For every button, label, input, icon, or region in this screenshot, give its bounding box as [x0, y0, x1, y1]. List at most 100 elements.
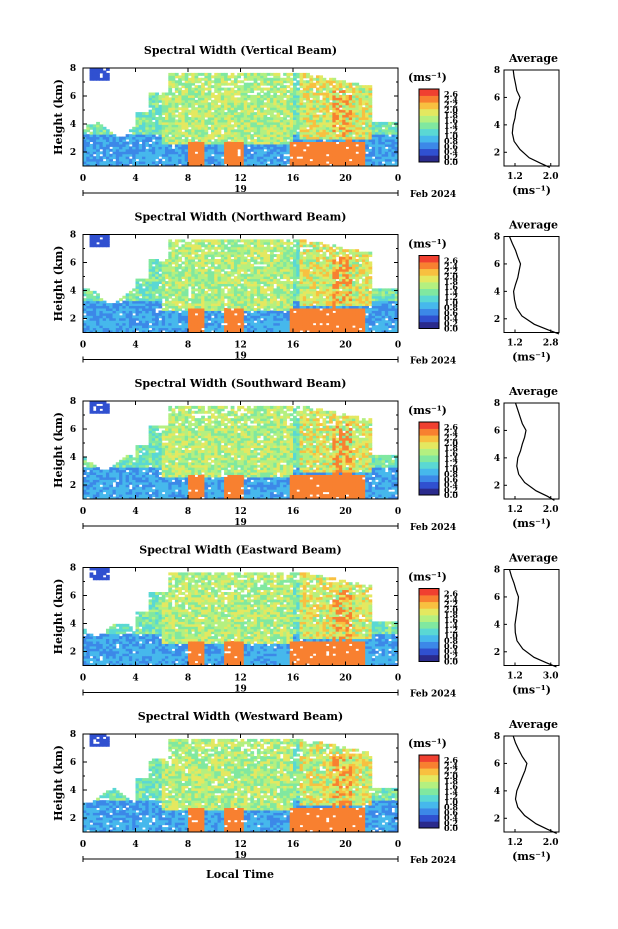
heatmap-cell — [148, 276, 153, 280]
day-label: 19 — [234, 185, 247, 195]
heatmap-cell — [181, 148, 186, 152]
heatmap-cell — [188, 241, 192, 245]
heatmap-cell — [342, 107, 346, 111]
heatmap-cell — [161, 129, 166, 133]
heatmap-cell — [296, 119, 301, 123]
heatmap-cell — [365, 92, 369, 96]
heatmap-cell — [335, 134, 340, 138]
heatmap-cell — [256, 85, 261, 89]
heatmap-cell — [125, 156, 130, 160]
heatmap-cell — [276, 117, 281, 120]
heatmap-cell — [102, 300, 107, 304]
heatmap-cell — [99, 317, 104, 321]
heatmap-cell — [289, 117, 294, 120]
heatmap-cell — [174, 161, 179, 165]
heatmap-cell — [250, 94, 255, 98]
heatmap-cell — [204, 136, 209, 140]
heatmap-cell — [214, 102, 219, 106]
heatmap-cell — [191, 82, 196, 86]
heatmap-cell — [270, 134, 274, 138]
heatmap-cell — [243, 85, 248, 89]
heatmap-cell — [293, 99, 297, 103]
heatmap-cell — [184, 161, 189, 165]
heatmap-cell — [145, 322, 150, 326]
heatmap-cell — [250, 117, 255, 120]
heatmap-cell — [220, 312, 225, 316]
heatmap-cell — [191, 256, 196, 260]
heatmap-cell — [289, 107, 294, 111]
heatmap-cell — [345, 139, 350, 142]
heatmap-cell — [342, 112, 346, 116]
heatmap-cell — [263, 158, 268, 162]
heatmap-cell — [191, 161, 196, 165]
heatmap-cell — [201, 126, 205, 130]
heatmap-cell — [345, 161, 350, 165]
heatmap-cell — [96, 151, 100, 155]
heatmap-cell — [361, 99, 366, 103]
heatmap-cell — [250, 143, 255, 147]
heatmap-cell — [128, 317, 133, 321]
heatmap-cell — [220, 119, 225, 123]
heatmap-cell — [286, 109, 291, 113]
heatmap-cell — [151, 325, 156, 329]
heatmap-cell — [358, 109, 363, 113]
heatmap-cell — [312, 143, 317, 147]
heatmap-cell — [145, 303, 150, 307]
heatmap-cell — [138, 156, 143, 160]
heatmap-cell — [306, 109, 310, 113]
heatmap-cell — [302, 117, 307, 120]
heatmap-cell — [181, 104, 186, 108]
heatmap-cell — [322, 97, 327, 101]
heatmap-cell — [279, 131, 284, 135]
heatmap-cell — [207, 156, 212, 160]
heatmap-cell — [335, 102, 340, 106]
heatmap-cell — [112, 327, 117, 331]
heatmap-cell — [220, 139, 225, 142]
heatmap-cell — [394, 158, 399, 162]
heatmap-cell — [151, 312, 156, 316]
heatmap-cell — [358, 139, 363, 142]
heatmap-cell — [155, 327, 159, 331]
heatmap-cell — [158, 104, 163, 108]
heatmap-cell — [293, 94, 297, 98]
heatmap-cell — [394, 121, 399, 125]
heatmap-cell — [102, 161, 107, 165]
heatmap-cell — [348, 117, 353, 120]
panel-1: Spectral Width (Vertical Beam)2468Height… — [52, 44, 560, 200]
heatmap-cell — [214, 239, 219, 243]
heatmap-cell — [181, 82, 186, 86]
heatmap-cell — [243, 104, 248, 108]
heatmap-cell — [253, 161, 258, 165]
heatmap-cell — [148, 259, 153, 262]
heatmap-cell — [332, 99, 337, 103]
heatmap-cell — [217, 99, 222, 103]
heatmap-cell — [233, 121, 238, 125]
heatmap-cell — [296, 99, 301, 103]
heatmap-cell — [119, 303, 123, 307]
heatmap-cell — [142, 143, 146, 147]
heatmap-cell — [296, 151, 301, 155]
heatmap-cell — [279, 117, 284, 120]
heatmap-cell — [233, 124, 238, 128]
heatmap-cell — [168, 107, 173, 111]
heatmap-cell — [230, 124, 235, 128]
heatmap-cell — [250, 134, 255, 138]
heatmap-cell — [306, 75, 310, 79]
heatmap-cell — [99, 298, 104, 302]
heatmap-cell — [237, 85, 241, 89]
heatmap-cell — [306, 139, 310, 142]
heatmap-cell — [171, 124, 176, 128]
heatmap-cell — [105, 131, 110, 135]
heatmap-cell — [174, 124, 179, 128]
heatmap-cell — [250, 124, 255, 128]
heatmap-cell — [227, 129, 232, 133]
heatmap-cell — [105, 134, 110, 138]
heatmap-cell — [227, 102, 232, 106]
heatmap-cell — [263, 151, 268, 155]
heatmap-cell — [253, 99, 258, 103]
heatmap-cell — [256, 117, 261, 120]
heatmap-cell — [227, 87, 232, 91]
heatmap-cell — [105, 305, 110, 309]
heatmap-cell — [151, 131, 156, 135]
heatmap-cell — [148, 94, 153, 98]
